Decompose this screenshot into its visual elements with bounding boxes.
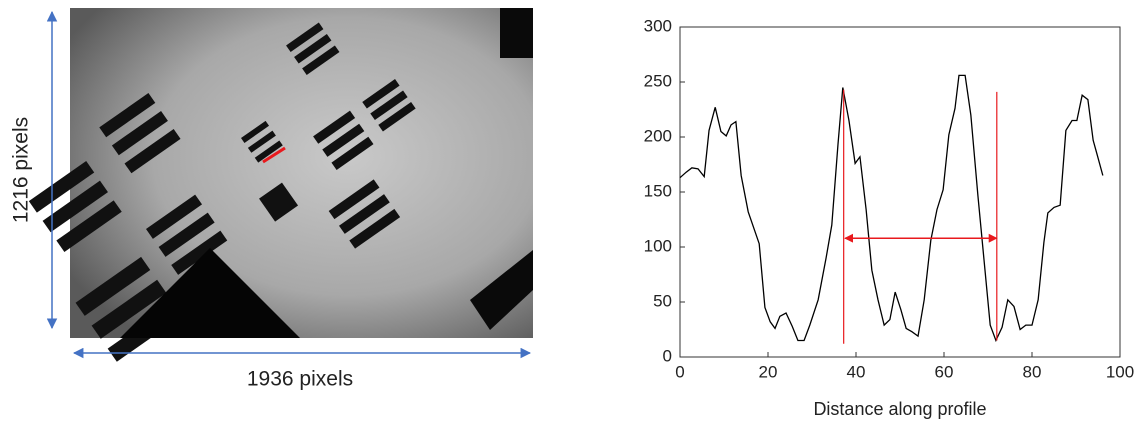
x-tick-label: 0 bbox=[675, 362, 684, 381]
height-label: 1216 pixels bbox=[10, 117, 33, 223]
resolution-target-image bbox=[28, 8, 533, 362]
profile-line bbox=[679, 74, 1104, 343]
y-tick-label: 50 bbox=[653, 291, 672, 310]
x-axis-label: Distance along profile bbox=[813, 399, 986, 419]
x-tick-label: 60 bbox=[935, 362, 954, 381]
y-tick-label: 100 bbox=[644, 236, 672, 255]
x-tick-label: 100 bbox=[1106, 362, 1134, 381]
y-tick-label: 0 bbox=[663, 346, 672, 365]
y-tick-label: 150 bbox=[644, 181, 672, 200]
x-tick-label: 20 bbox=[759, 362, 778, 381]
y-tick-label: 250 bbox=[644, 71, 672, 90]
x-tick-label: 80 bbox=[1023, 362, 1042, 381]
plot: 0 20 40 60 80 100 0 50 100 150 200 250 300 bbox=[644, 16, 1135, 381]
width-label: 1936 pixels bbox=[247, 368, 353, 391]
y-tick-label: 200 bbox=[644, 126, 672, 145]
y-tick-label: 300 bbox=[644, 16, 672, 35]
x-tick-label: 40 bbox=[847, 362, 866, 381]
